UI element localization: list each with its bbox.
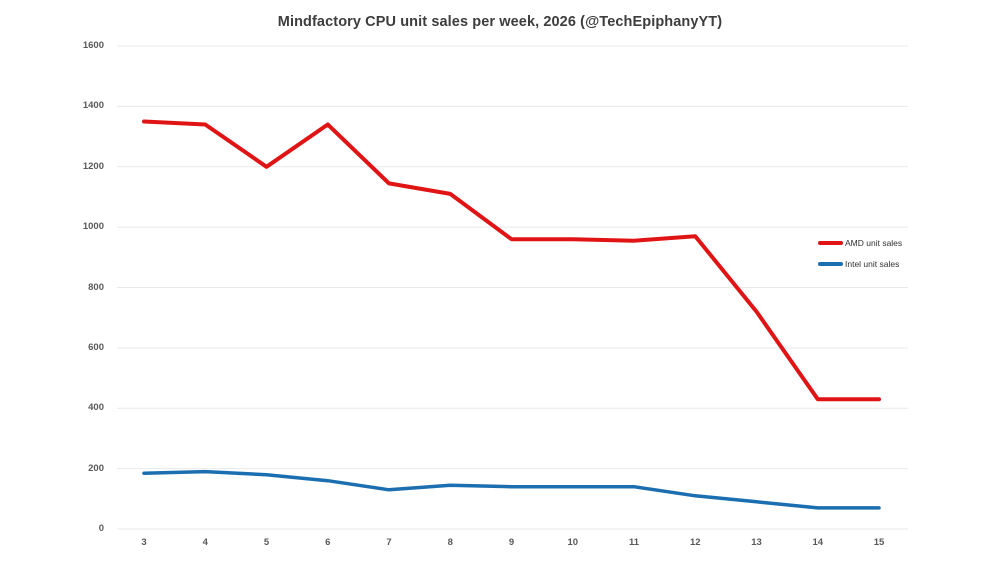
y-axis-tick-label: 800 <box>88 281 104 293</box>
x-axis-tick-label: 12 <box>689 537 701 548</box>
legend: AMD unit sales Intel unit sales <box>818 236 902 278</box>
y-axis-tick-label: 200 <box>88 462 104 474</box>
x-axis-tick-label: 11 <box>628 537 640 548</box>
x-axis-tick-label: 4 <box>202 537 208 548</box>
y-axis-tick-label: 1000 <box>82 221 104 233</box>
legend-swatch-intel <box>818 262 843 266</box>
x-axis-tick-label: 15 <box>873 537 885 548</box>
y-axis-tick-label: 0 <box>98 523 104 534</box>
x-axis-tick-label: 7 <box>386 537 392 548</box>
x-axis-tick-label: 5 <box>263 537 270 548</box>
y-axis-tick-label: 1200 <box>82 160 104 172</box>
y-axis-tick-label: 600 <box>88 341 104 353</box>
series-line-amd <box>142 119 881 402</box>
y-axis-tick-label: 400 <box>88 402 104 414</box>
legend-label-intel: Intel unit sales <box>845 259 900 269</box>
chart-title: Mindfactory CPU unit sales per week, 202… <box>277 14 723 30</box>
y-axis-tick-label: 1600 <box>82 40 104 51</box>
series-line-intel <box>142 469 881 510</box>
x-axis-tick-label: 9 <box>508 537 515 548</box>
x-axis-tick-label: 13 <box>751 537 762 548</box>
x-axis-tick-label: 6 <box>325 537 331 548</box>
x-axis-tick-label: 3 <box>141 537 147 548</box>
x-axis-tick-label: 8 <box>447 537 453 548</box>
x-axis-tick-label: 14 <box>812 537 824 548</box>
x-axis-tick-label: 10 <box>567 537 579 548</box>
legend-label-amd: AMD unit sales <box>845 238 903 248</box>
legend-item-intel: Intel unit sales <box>818 257 902 271</box>
legend-item-amd: AMD unit sales <box>818 236 902 250</box>
y-axis-tick-label: 1400 <box>82 100 104 112</box>
legend-swatch-amd <box>818 241 843 245</box>
